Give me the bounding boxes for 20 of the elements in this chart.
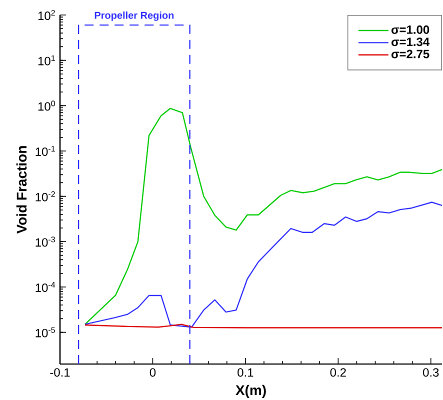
- y-tick-label: 10$^{-3}$: [36, 236, 55, 247]
- y-axis-title: Void Fraction: [16, 146, 27, 234]
- y-tick-label: 10$^{-1}$: [36, 146, 55, 156]
- line-series: [84, 108, 443, 325]
- legend-label: σ=1.34: [392, 38, 430, 46]
- y-tick-label: 10$^{0}$: [38, 100, 55, 111]
- x-tick-label: 0: [150, 368, 156, 377]
- x-tick-label: 0.1: [238, 368, 254, 377]
- legend-label: σ=1.00: [392, 25, 430, 34]
- x-tick-label: -0.1: [50, 368, 70, 377]
- y-tick-label: 10$^{1}$: [38, 55, 55, 66]
- x-tick-label: 0.3: [423, 368, 439, 377]
- y-tick-label: 10$^{2}$: [38, 10, 55, 20]
- y-tick-label: 10$^{-4}$: [36, 282, 56, 292]
- legend-label: σ=2.75: [392, 50, 430, 58]
- annotation: Propeller Region: [94, 11, 174, 21]
- x-tick-label: 0.2: [330, 368, 346, 377]
- x-axis-title: X(m): [236, 384, 266, 398]
- y-tick-label: 10$^{-2}$: [36, 191, 55, 202]
- y-tick-label: 10$^{-5}$: [36, 327, 55, 338]
